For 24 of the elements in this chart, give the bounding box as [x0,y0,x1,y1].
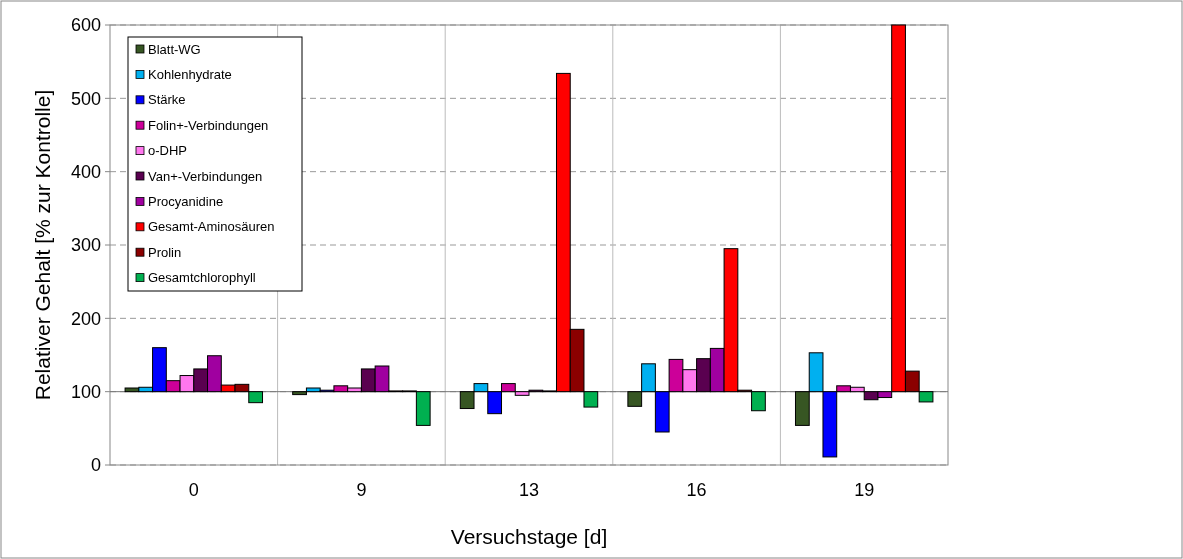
y-tick-label: 600 [70,15,101,36]
legend-label: Van+-Verbindungen [148,168,263,184]
legend-label: Kohlenhydrate [148,66,232,82]
legend-label: Prolin [148,244,182,260]
legend-label: Gesamtchlorophyll [148,270,256,286]
x-tick-label: 0 [188,480,199,500]
legend-label: Folin+-Verbindungen [148,117,269,133]
y-tick-label: 400 [70,161,101,182]
x-tick-label: 16 [686,480,707,500]
legend-label: o-DHP [148,143,188,159]
x-tick-label: 9 [356,480,367,500]
y-tick-label: 200 [70,308,101,329]
y-axis-title: Relativer Gehalt [% zur Kontrolle] [31,89,54,401]
y-tick-label: 500 [70,88,101,109]
x-tick-label: 19 [854,480,875,500]
legend-label: Procyanidine [148,193,224,209]
y-tick-label: 300 [70,235,101,256]
legend-label: Stärke [148,92,186,108]
x-tick-label: 13 [518,480,540,500]
y-tick-label: 100 [70,381,101,402]
legend-label: Gesamt-Aminosäuren [148,219,275,235]
y-tick-label: 0 [90,455,101,476]
legend-label: Blatt-WG [148,41,201,57]
x-axis-title: Versuchstage [d] [450,525,608,548]
